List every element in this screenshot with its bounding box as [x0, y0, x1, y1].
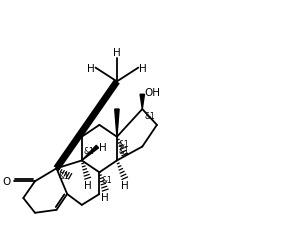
- Text: OH: OH: [144, 88, 160, 98]
- Polygon shape: [140, 95, 145, 110]
- Text: &1: &1: [58, 172, 69, 180]
- Text: H: H: [121, 180, 129, 190]
- Text: H: H: [101, 192, 109, 202]
- Text: &1: &1: [119, 147, 130, 156]
- Text: O: O: [2, 176, 11, 186]
- Text: H: H: [113, 47, 121, 57]
- Text: H: H: [84, 180, 92, 190]
- Text: H: H: [87, 63, 94, 73]
- Polygon shape: [115, 110, 119, 137]
- Text: &1: &1: [84, 146, 94, 155]
- Text: &1: &1: [144, 112, 155, 120]
- Text: H: H: [99, 142, 107, 152]
- Polygon shape: [82, 146, 98, 161]
- Text: &1: &1: [119, 139, 130, 148]
- Text: H: H: [139, 63, 147, 73]
- Text: &1: &1: [101, 175, 112, 184]
